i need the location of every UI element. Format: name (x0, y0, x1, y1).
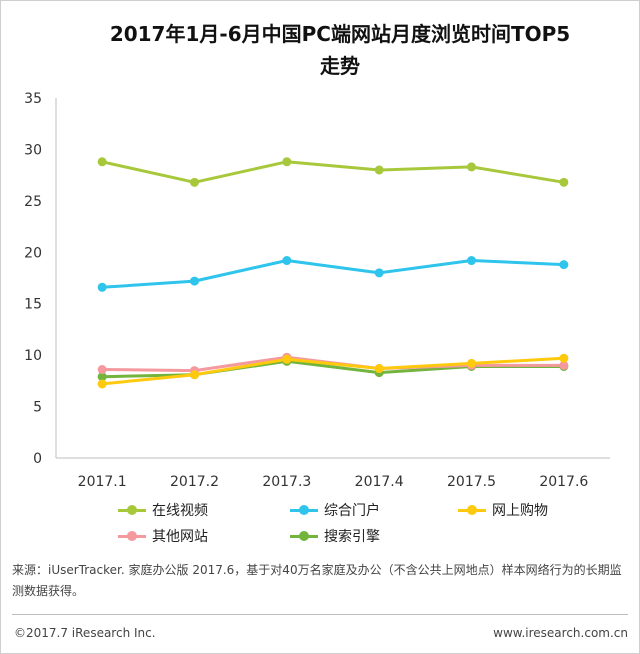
footer-divider (12, 614, 628, 615)
chart-title: 2017年1月-6月中国PC端网站月度浏览时间TOP5 走势 (80, 18, 600, 82)
source-note: 来源：iUserTracker. 家庭办公版 2017.6，基于对40万名家庭及… (12, 563, 622, 598)
copyright-text: ©2017.7 iResearch Inc. (14, 626, 156, 640)
legend-item: 在线视频 (118, 498, 208, 522)
chart-title-line-1: 2017年1月-6月中国PC端网站月度浏览时间TOP5 (109, 22, 571, 46)
series-line (101, 160, 565, 184)
data-point (374, 165, 384, 175)
data-point (282, 256, 292, 266)
data-point (97, 379, 107, 389)
legend-item: 综合门户 (290, 498, 380, 522)
data-point (374, 268, 384, 278)
legend-swatch (118, 505, 146, 515)
legend-item: 其他网站 (118, 524, 208, 548)
x-tick-label: 2017.2 (170, 474, 219, 490)
website-link[interactable]: www.iresearch.com.cn (493, 626, 628, 640)
legend-item: 搜索引擎 (290, 524, 380, 548)
legend-swatch (118, 531, 146, 541)
data-point (467, 358, 476, 368)
y-tick-label: 30 (24, 142, 42, 158)
chart-legend: 在线视频 综合门户 网上购物其他网站 搜索引擎 (0, 498, 640, 550)
x-tick-label: 2017.1 (78, 474, 127, 490)
data-point (282, 354, 292, 364)
y-tick-label: 10 (24, 348, 42, 364)
y-tick-label: 5 (33, 400, 42, 416)
data-point (190, 276, 199, 286)
data-point (97, 282, 107, 292)
line-chart: 0 5 10 15 20 25 30 35 2017.1 2017.2 2017.3 2017.4 20… (24, 91, 610, 490)
legend-item: 网上购物 (458, 498, 548, 522)
data-point (559, 260, 569, 270)
legend-label: 网上购物 (492, 503, 548, 519)
series-line (102, 356, 564, 386)
data-point (97, 157, 107, 167)
data-point (97, 365, 107, 375)
y-tick-label: 25 (24, 194, 42, 210)
x-tick-label: 2017.4 (355, 474, 404, 490)
data-point (190, 370, 199, 380)
data-point (467, 256, 476, 266)
legend-swatch (290, 531, 318, 541)
y-tick-label: 0 (33, 451, 42, 467)
y-tick-label: 15 (24, 297, 42, 313)
y-tick-label: 20 (24, 245, 42, 261)
data-point (559, 360, 569, 370)
data-point (559, 177, 569, 187)
data-point (282, 157, 292, 167)
data-point (374, 364, 384, 374)
y-tick-label: 35 (24, 91, 42, 107)
x-tick-label: 2017.5 (447, 474, 496, 490)
chart-title-line-2: 走势 (320, 54, 360, 78)
data-point (559, 353, 569, 363)
data-point (97, 372, 107, 382)
legend-swatch (458, 505, 486, 515)
data-point (190, 177, 199, 187)
legend-label: 在线视频 (152, 503, 208, 519)
legend-label: 其他网站 (152, 529, 208, 545)
data-point (467, 162, 476, 172)
legend-label: 搜索引擎 (324, 529, 380, 545)
legend-label: 综合门户 (324, 503, 380, 519)
series-line (102, 259, 564, 289)
x-tick-label: 2017.3 (262, 474, 311, 490)
legend-swatch (290, 505, 318, 515)
x-tick-label: 2017.6 (539, 474, 588, 490)
